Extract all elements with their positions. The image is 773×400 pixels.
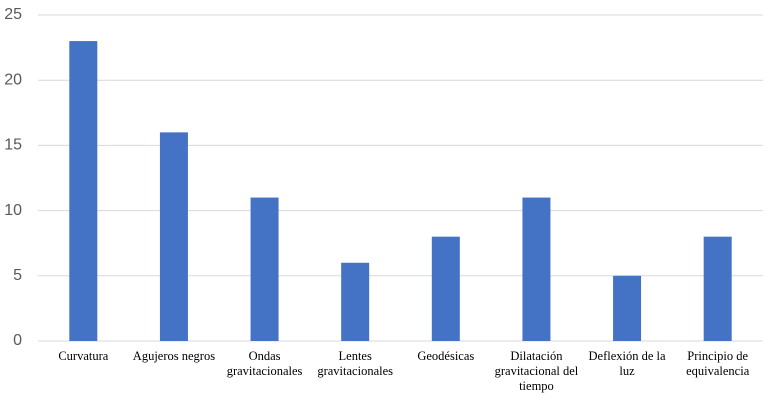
y-tick-label: 0 bbox=[13, 332, 22, 349]
bar bbox=[613, 275, 642, 341]
y-tick-label: 20 bbox=[4, 71, 22, 88]
y-tick-label: 5 bbox=[13, 267, 22, 284]
x-tick-label: Deflexión de la luz bbox=[588, 349, 666, 378]
bar bbox=[522, 197, 551, 341]
y-tick-label: 10 bbox=[4, 202, 22, 219]
x-tick-label: Agujeros negros bbox=[132, 349, 216, 363]
y-tick-label: 25 bbox=[4, 6, 22, 23]
y-tick-label: 15 bbox=[4, 137, 22, 154]
x-tick-label: Lentes gravitacionales bbox=[317, 349, 394, 378]
x-tick-label: Principio de equivalencia bbox=[686, 349, 750, 378]
bar bbox=[250, 197, 279, 341]
bar bbox=[159, 132, 188, 341]
x-tick-label: Geodésicas bbox=[417, 349, 475, 363]
bar bbox=[341, 262, 370, 341]
x-tick-label: Curvatura bbox=[58, 349, 109, 363]
x-tick-label: Ondas gravitacionales bbox=[226, 349, 303, 378]
x-tick-label: Dilatación gravitacional del tiempo bbox=[494, 349, 579, 393]
bar bbox=[703, 236, 732, 341]
bar bbox=[69, 41, 98, 342]
bar bbox=[431, 236, 460, 341]
